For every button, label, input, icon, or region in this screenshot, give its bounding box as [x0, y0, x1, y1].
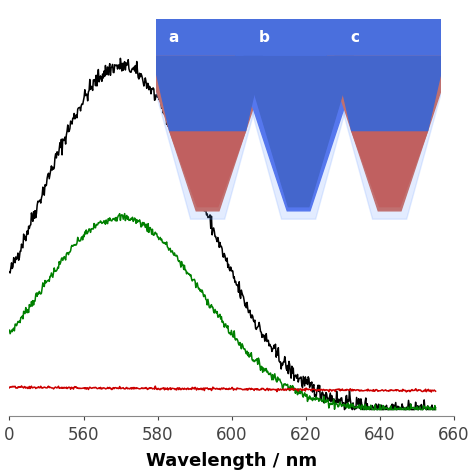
Polygon shape: [170, 130, 246, 207]
Polygon shape: [153, 56, 263, 130]
Polygon shape: [318, 19, 462, 219]
Text: c: c: [351, 30, 360, 45]
Polygon shape: [244, 56, 354, 207]
Polygon shape: [227, 19, 371, 219]
Polygon shape: [352, 130, 428, 207]
Text: b: b: [259, 30, 270, 45]
Polygon shape: [321, 19, 458, 56]
Text: a: a: [168, 30, 178, 45]
Polygon shape: [327, 56, 452, 211]
Polygon shape: [236, 56, 361, 211]
Polygon shape: [139, 19, 276, 56]
Polygon shape: [145, 56, 270, 211]
X-axis label: Wavelength / nm: Wavelength / nm: [146, 452, 317, 470]
Polygon shape: [230, 19, 367, 56]
Polygon shape: [335, 56, 445, 130]
Polygon shape: [136, 19, 280, 219]
